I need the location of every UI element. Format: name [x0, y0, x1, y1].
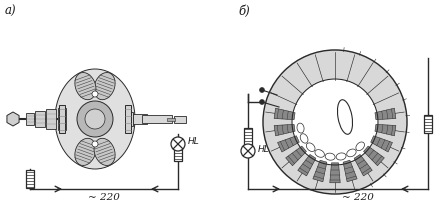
- Polygon shape: [7, 112, 19, 126]
- Bar: [46, 109, 56, 129]
- Polygon shape: [298, 155, 316, 176]
- Polygon shape: [371, 136, 392, 152]
- Polygon shape: [354, 155, 372, 176]
- Polygon shape: [274, 124, 295, 136]
- Ellipse shape: [94, 72, 115, 100]
- Circle shape: [92, 91, 98, 97]
- Bar: [26, 113, 34, 125]
- Text: ~ 220: ~ 220: [88, 194, 120, 202]
- Bar: [59, 105, 65, 133]
- Circle shape: [77, 101, 113, 137]
- Circle shape: [241, 144, 255, 158]
- Polygon shape: [277, 136, 299, 152]
- Polygon shape: [285, 146, 306, 166]
- Polygon shape: [274, 108, 295, 120]
- Circle shape: [92, 141, 98, 147]
- Polygon shape: [292, 79, 378, 165]
- Polygon shape: [363, 146, 384, 166]
- Polygon shape: [330, 163, 340, 183]
- Text: б): б): [238, 5, 250, 18]
- Bar: [244, 128, 252, 146]
- Circle shape: [260, 87, 264, 92]
- Bar: [125, 105, 131, 133]
- Bar: [174, 115, 186, 123]
- Ellipse shape: [55, 69, 135, 169]
- Bar: [127, 112, 133, 126]
- Polygon shape: [375, 108, 396, 120]
- Bar: [424, 115, 432, 133]
- Circle shape: [260, 100, 264, 105]
- Text: HL: HL: [258, 145, 270, 153]
- Text: а): а): [5, 5, 17, 18]
- Bar: [26, 170, 34, 188]
- Bar: [174, 143, 182, 161]
- Bar: [142, 115, 172, 123]
- Circle shape: [85, 109, 105, 129]
- Ellipse shape: [94, 138, 115, 166]
- Text: HL: HL: [188, 138, 200, 146]
- Polygon shape: [263, 50, 407, 194]
- Ellipse shape: [75, 72, 96, 100]
- Polygon shape: [375, 124, 396, 136]
- Circle shape: [171, 137, 185, 151]
- Bar: [167, 117, 175, 120]
- Polygon shape: [313, 160, 327, 182]
- Text: ~ 220: ~ 220: [342, 194, 374, 202]
- Polygon shape: [343, 160, 357, 182]
- Bar: [35, 111, 45, 127]
- Bar: [133, 114, 147, 124]
- Bar: [58, 108, 66, 130]
- Ellipse shape: [75, 138, 96, 166]
